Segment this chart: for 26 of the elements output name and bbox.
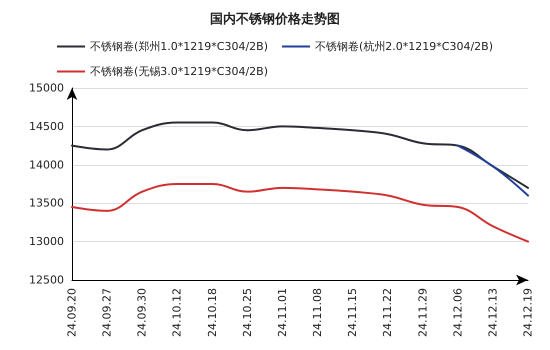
x-tick-label: 24.11.01 [276, 288, 289, 337]
x-tick-label: 24.10.18 [206, 288, 219, 337]
line-series [71, 122, 529, 189]
x-tick-label: 24.09.27 [100, 288, 114, 337]
legend-label: 不锈钢卷(杭州2.0*1219*C304/2B) [315, 40, 493, 53]
x-tick-label: 24.12.06 [451, 288, 464, 337]
legend-label: 不锈钢卷(郑州1.0*1219*C304/2B) [90, 40, 268, 53]
y-tick-label: 13000 [29, 235, 64, 248]
x-tick-label: 24.11.08 [311, 288, 324, 337]
legend-label: 不锈钢卷(无锡3.0*1219*C304/2B) [90, 65, 268, 78]
y-tick-label: 14000 [29, 158, 64, 172]
chart-title: 国内不锈钢价格走势图 [210, 11, 340, 27]
x-tick-label: 24.10.25 [240, 288, 254, 337]
line-series [71, 183, 529, 243]
x-tick-label: 24.11.29 [416, 288, 430, 337]
y-tick-label: 13500 [29, 196, 64, 210]
x-tick-label: 24.12.19 [522, 288, 534, 337]
x-tick-label: 24.10.12 [170, 288, 184, 337]
x-tick-label: 24.12.13 [486, 288, 500, 337]
x-tick-label: 24.11.15 [346, 288, 360, 337]
x-tick-label: 24.09.20 [66, 288, 78, 337]
x-tick-label: 24.11.22 [381, 288, 394, 337]
y-tick-label: 15000 [29, 82, 64, 94]
y-tick-label: 14500 [29, 120, 64, 133]
x-tick-label: 24.09.30 [136, 288, 149, 337]
y-tick-label: 12500 [29, 274, 64, 286]
